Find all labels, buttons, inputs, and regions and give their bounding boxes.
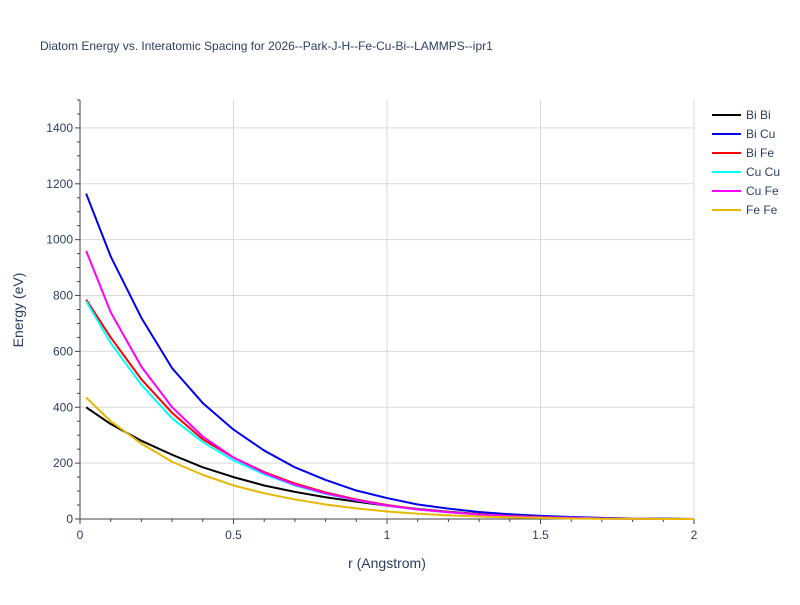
x-tick-label: 2 [691,528,698,542]
x-tick-label: 0.5 [225,528,242,542]
x-axis-title: r (Angstrom) [348,555,426,571]
chart-title: Diatom Energy vs. Interatomic Spacing fo… [40,39,493,53]
y-tick-label: 1400 [46,121,73,135]
legend-item[interactable]: Bi Bi [712,108,771,122]
y-tick-label: 1200 [46,177,73,191]
legend-label: Fe Fe [746,203,778,217]
series-layer [85,193,695,520]
legend-label: Cu Fe [746,184,779,198]
legend-label: Cu Cu [746,165,780,179]
y-tick-label: 200 [53,456,73,470]
legend: Bi Bi Bi Cu Bi Fe Cu Cu Cu Fe Fe Fe [712,108,780,217]
legend-label: Bi Fe [746,146,774,160]
legend-item[interactable]: Bi Fe [712,146,774,160]
x-tick-label: 1 [384,528,391,542]
x-tick-label: 1.5 [532,528,549,542]
y-axis-title: Energy (eV) [10,273,26,348]
y-tick-label: 400 [53,400,73,414]
y-tick-label: 0 [66,512,73,526]
legend-item[interactable]: Bi Cu [712,127,775,141]
legend-item[interactable]: Fe Fe [712,203,778,217]
x-tick-label: 0 [77,528,84,542]
legend-label: Bi Bi [746,108,771,122]
y-tick-label: 600 [53,344,73,358]
legend-item[interactable]: Cu Fe [712,184,779,198]
legend-item[interactable]: Cu Cu [712,165,780,179]
y-tick-label: 1000 [46,233,73,247]
series-line-fe-fe [85,396,694,520]
grid-layer [80,100,695,519]
legend-label: Bi Cu [746,127,775,141]
y-tick-label: 800 [53,289,73,303]
